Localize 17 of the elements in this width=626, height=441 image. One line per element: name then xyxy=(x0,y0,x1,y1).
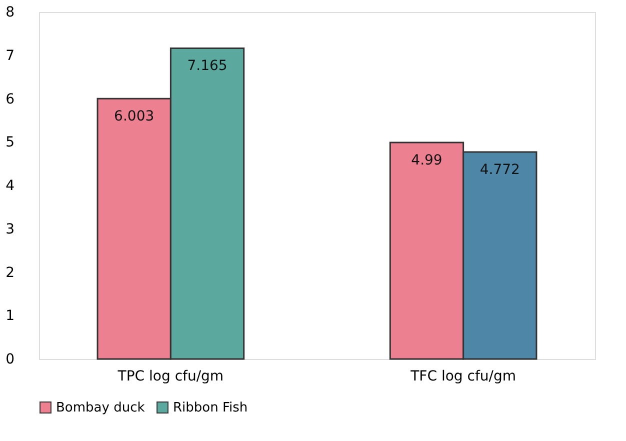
y-tick-label: 1 xyxy=(6,308,14,324)
legend-label: Bombay duck xyxy=(56,400,146,416)
data-label: 4.99 xyxy=(411,152,442,169)
y-tick-label: 0 xyxy=(6,352,14,368)
y-tick-label: 7 xyxy=(6,48,14,64)
x-tick-label: TPC log cfu/gm xyxy=(116,368,224,384)
data-label: 7.165 xyxy=(187,58,228,74)
data-label: 6.003 xyxy=(114,108,154,125)
legend-label: Ribbon Fish xyxy=(173,400,248,416)
y-tick-label: 2 xyxy=(6,264,14,281)
y-tick-label: 8 xyxy=(6,4,14,20)
x-tick-label: TFC log cfu/gm xyxy=(410,368,516,384)
y-tick-label: 5 xyxy=(6,134,14,151)
y-tick-label: 6 xyxy=(6,91,15,108)
data-label: 4.772 xyxy=(480,162,520,178)
y-tick-label: 3 xyxy=(6,221,14,238)
y-tick-label: 4 xyxy=(6,178,15,194)
